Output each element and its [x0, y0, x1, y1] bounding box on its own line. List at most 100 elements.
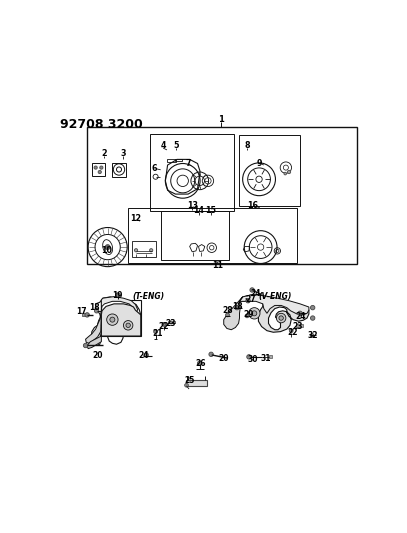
Text: 18: 18 [232, 302, 243, 311]
Circle shape [209, 352, 213, 357]
Text: 30: 30 [247, 354, 258, 364]
Circle shape [83, 343, 88, 348]
Bar [239, 135, 300, 206]
Circle shape [287, 171, 291, 174]
Circle shape [298, 311, 302, 316]
Polygon shape [85, 310, 101, 343]
Text: 20: 20 [92, 351, 103, 360]
Bar [175, 159, 182, 161]
Text: 29: 29 [244, 310, 254, 319]
Bar [296, 325, 302, 327]
Text: 24: 24 [250, 289, 260, 298]
Circle shape [110, 317, 115, 322]
Circle shape [250, 288, 254, 292]
Circle shape [123, 320, 133, 330]
Circle shape [105, 245, 110, 249]
Text: 14: 14 [194, 206, 205, 215]
Circle shape [311, 316, 315, 320]
Circle shape [85, 313, 90, 317]
Text: 25: 25 [184, 376, 195, 385]
Circle shape [245, 314, 249, 318]
Circle shape [246, 298, 250, 303]
Circle shape [185, 383, 188, 387]
Text: (V-ENG): (V-ENG) [259, 292, 292, 301]
Polygon shape [87, 336, 101, 349]
Text: 27: 27 [245, 295, 256, 304]
Bar [112, 163, 126, 177]
Circle shape [235, 305, 239, 310]
Text: 3: 3 [120, 149, 126, 158]
Polygon shape [239, 295, 309, 332]
Bar [150, 134, 234, 211]
Circle shape [276, 313, 286, 323]
Text: 18: 18 [89, 303, 99, 312]
Text: 32: 32 [307, 331, 318, 340]
Text: 8: 8 [244, 141, 250, 150]
Circle shape [126, 323, 130, 327]
Circle shape [98, 171, 101, 174]
Circle shape [94, 166, 97, 169]
Text: 31: 31 [261, 353, 271, 362]
Circle shape [94, 309, 99, 313]
Text: 11: 11 [212, 261, 223, 270]
Circle shape [107, 314, 118, 325]
Polygon shape [101, 296, 138, 317]
Bar [87, 127, 357, 264]
Text: 92708 3200: 92708 3200 [60, 118, 142, 132]
Text: 19: 19 [112, 292, 123, 301]
Circle shape [144, 353, 148, 357]
Text: 26: 26 [195, 359, 206, 368]
Bar [269, 356, 272, 358]
Bar [101, 300, 141, 336]
Polygon shape [101, 304, 141, 336]
Circle shape [162, 322, 166, 326]
Circle shape [279, 316, 283, 320]
Text: 6: 6 [151, 164, 157, 173]
Text: 24: 24 [139, 351, 149, 360]
Text: 16: 16 [247, 200, 258, 209]
Circle shape [289, 329, 293, 333]
Text: 23: 23 [292, 322, 303, 331]
Text: 22: 22 [287, 328, 298, 337]
Text: 10: 10 [101, 246, 112, 255]
Circle shape [310, 334, 314, 337]
Text: 12: 12 [130, 214, 141, 223]
Bar [132, 241, 156, 257]
Circle shape [252, 311, 257, 316]
Bar [161, 211, 229, 260]
Bar [82, 313, 87, 317]
Circle shape [247, 354, 251, 359]
Text: 24: 24 [296, 312, 306, 321]
Circle shape [249, 308, 260, 319]
Bar [128, 208, 297, 263]
Text: 17: 17 [76, 306, 87, 316]
Bar [167, 159, 176, 162]
Text: 15: 15 [206, 206, 217, 215]
Text: 21: 21 [153, 329, 163, 338]
Circle shape [154, 330, 158, 334]
Bar [168, 321, 175, 324]
Polygon shape [224, 297, 243, 330]
Text: 4: 4 [160, 141, 166, 150]
Circle shape [150, 249, 153, 252]
Circle shape [311, 305, 315, 310]
Circle shape [100, 166, 103, 169]
Text: 2: 2 [102, 149, 107, 158]
Polygon shape [239, 294, 309, 315]
Bar [92, 163, 105, 176]
Text: 28: 28 [222, 306, 233, 316]
Circle shape [116, 293, 120, 297]
Text: 22: 22 [158, 322, 168, 331]
Text: 1: 1 [218, 115, 224, 124]
Circle shape [134, 249, 138, 252]
Text: 9: 9 [256, 159, 262, 168]
Text: 7: 7 [185, 159, 191, 168]
Text: 20: 20 [219, 353, 229, 362]
Text: 23: 23 [166, 319, 176, 328]
Text: 13: 13 [187, 200, 198, 209]
Text: 5: 5 [174, 141, 179, 150]
Circle shape [284, 172, 287, 175]
Bar [186, 379, 207, 386]
Text: (T-ENG): (T-ENG) [133, 292, 165, 301]
Circle shape [197, 361, 202, 365]
